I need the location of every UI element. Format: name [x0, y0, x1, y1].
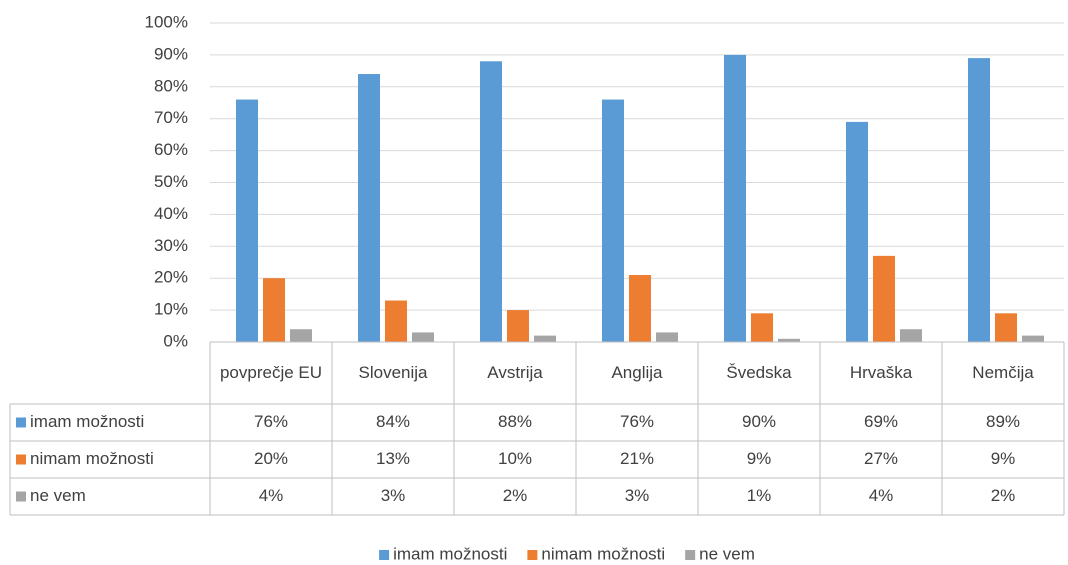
- bar: [629, 275, 651, 342]
- table-value: 4%: [869, 486, 894, 505]
- table-value: 1%: [747, 486, 772, 505]
- x-tick-label: Nemčija: [972, 363, 1034, 382]
- y-tick-label: 50%: [154, 172, 188, 191]
- table-value: 89%: [986, 412, 1020, 431]
- table-value: 90%: [742, 412, 776, 431]
- bar: [724, 54, 746, 343]
- legend: imam možnosti nimam možnosti ne vem: [379, 544, 755, 563]
- table-value: 9%: [747, 449, 772, 468]
- y-tick-label: 100%: [145, 12, 188, 31]
- bar: [602, 99, 624, 342]
- table-row-label: nimam možnosti: [30, 449, 154, 468]
- category-cell: Hrvaška: [849, 363, 913, 382]
- bar: [656, 332, 678, 342]
- bar: [412, 332, 434, 342]
- legend-key: [379, 550, 390, 560]
- table-value: 21%: [620, 449, 654, 468]
- legend-label: nimam možnosti: [541, 544, 665, 563]
- bar: [290, 329, 312, 342]
- legend-label: ne vem: [699, 544, 755, 563]
- table-row-label: imam možnosti: [30, 412, 144, 431]
- table-value: 76%: [620, 412, 654, 431]
- table-value: 4%: [259, 486, 284, 505]
- table-value: 2%: [991, 486, 1016, 505]
- bar: [507, 310, 529, 342]
- y-tick-label: 40%: [154, 204, 188, 223]
- table-value: 76%: [254, 412, 288, 431]
- bar: [1022, 335, 1044, 342]
- bar: [968, 58, 990, 343]
- category-cell: Švedska: [726, 363, 792, 382]
- x-tick-label: povprečje EU: [219, 363, 323, 382]
- bar: [358, 74, 380, 342]
- table-value: 69%: [864, 412, 898, 431]
- y-tick-label: 30%: [154, 236, 188, 255]
- y-tick-label: 60%: [154, 140, 188, 159]
- y-tick-label: 0%: [163, 331, 188, 350]
- category-cell: povprečje EU: [219, 363, 323, 382]
- bar: [873, 255, 895, 342]
- table-legend-key: [16, 491, 26, 502]
- y-tick-label: 80%: [154, 76, 188, 95]
- bar: [751, 313, 773, 342]
- table-value: 84%: [376, 412, 410, 431]
- table-value: 20%: [254, 449, 288, 468]
- bar: [846, 121, 868, 342]
- bar: [900, 329, 922, 342]
- table-value: 3%: [381, 486, 406, 505]
- y-tick-label: 10%: [154, 300, 188, 319]
- y-tick-label: 70%: [154, 108, 188, 127]
- bar: [778, 338, 800, 342]
- table-value: 13%: [376, 449, 410, 468]
- legend-label: imam možnosti: [393, 544, 507, 563]
- x-tick-label: Slovenija: [358, 363, 428, 382]
- x-tick-label: Avstrija: [487, 363, 543, 382]
- category-cell: Nemčija: [972, 363, 1034, 382]
- category-cell: Avstrija: [487, 363, 543, 382]
- table-value: 27%: [864, 449, 898, 468]
- bar: [534, 335, 556, 342]
- x-tick-label: Hrvaška: [849, 363, 913, 382]
- legend-key: [527, 550, 538, 560]
- table-value: 88%: [498, 412, 532, 431]
- y-tick-label: 20%: [154, 268, 188, 287]
- table-row-label: ne vem: [30, 486, 86, 505]
- legend-key: [685, 550, 696, 560]
- table-value: 3%: [625, 486, 650, 505]
- category-cell: Slovenija: [358, 363, 428, 382]
- table-value: 10%: [498, 449, 532, 468]
- bar: [263, 278, 285, 342]
- x-tick-label: Anglija: [611, 363, 663, 382]
- table-legend-key: [16, 454, 26, 465]
- bar: [385, 300, 407, 342]
- bar: [236, 99, 258, 342]
- bar: [995, 313, 1017, 342]
- category-cell: Anglija: [611, 363, 663, 382]
- y-tick-label: 90%: [154, 44, 188, 63]
- table-legend-key: [16, 417, 26, 428]
- bar: [480, 61, 502, 342]
- x-tick-label: Švedska: [726, 363, 792, 382]
- table-value: 9%: [991, 449, 1016, 468]
- table-value: 2%: [503, 486, 528, 505]
